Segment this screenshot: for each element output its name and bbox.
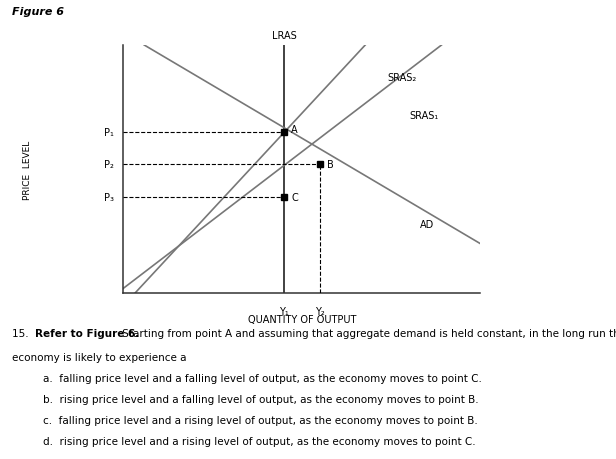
- Text: Refer to Figure 6.: Refer to Figure 6.: [35, 328, 139, 338]
- Text: 15.: 15.: [12, 328, 32, 338]
- Text: SRAS₁: SRAS₁: [409, 110, 438, 120]
- Text: LRAS: LRAS: [272, 31, 296, 41]
- Text: A: A: [291, 125, 298, 135]
- Text: a.  falling price level and a falling level of output, as the economy moves to p: a. falling price level and a falling lev…: [43, 373, 482, 383]
- Text: B: B: [327, 160, 334, 170]
- Text: Figure 6: Figure 6: [12, 7, 64, 17]
- Text: SRAS₂: SRAS₂: [387, 73, 417, 83]
- Text: d.  rising price level and a rising level of output, as the economy moves to poi: d. rising price level and a rising level…: [43, 436, 476, 446]
- Text: P₂: P₂: [104, 160, 115, 170]
- Text: P₃: P₃: [104, 192, 115, 202]
- Text: QUANTITY OF OUTPUT: QUANTITY OF OUTPUT: [248, 314, 356, 325]
- Text: Y₁: Y₁: [279, 306, 289, 316]
- Text: Starting from point A and assuming that aggregate demand is held constant, in th: Starting from point A and assuming that …: [119, 328, 616, 338]
- Text: economy is likely to experience a: economy is likely to experience a: [12, 352, 187, 362]
- Text: c.  falling price level and a rising level of output, as the economy moves to po: c. falling price level and a rising leve…: [43, 415, 478, 425]
- Text: P₁: P₁: [104, 128, 115, 138]
- Text: C: C: [291, 192, 298, 202]
- Text: Y₂: Y₂: [315, 306, 325, 316]
- Text: AD: AD: [419, 219, 434, 230]
- Text: PRICE  LEVEL: PRICE LEVEL: [23, 140, 32, 199]
- Text: b.  rising price level and a falling level of output, as the economy moves to po: b. rising price level and a falling leve…: [43, 394, 479, 404]
